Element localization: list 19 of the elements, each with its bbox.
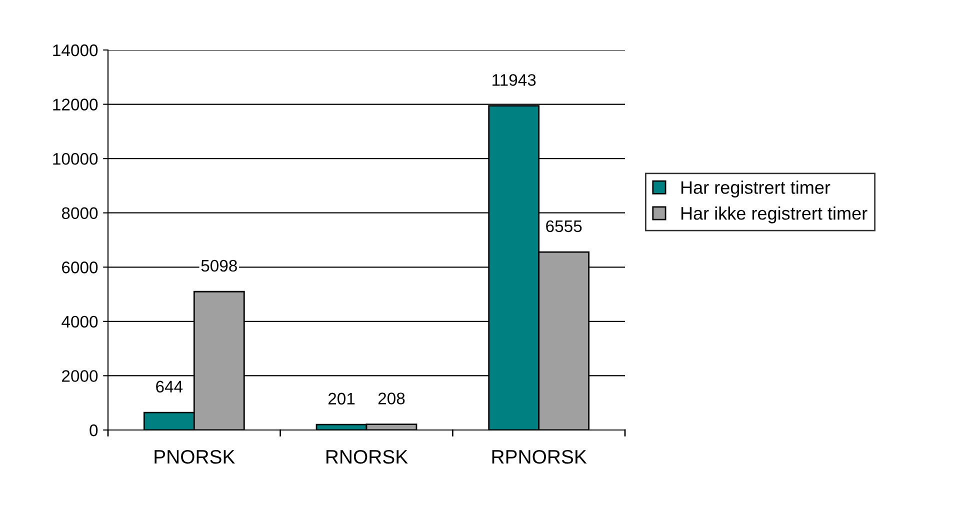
x-tick-label: RNORSK <box>326 450 408 464</box>
x-tick-label: RPNORSK <box>492 450 587 464</box>
y-tick-label: 8000 <box>62 207 98 220</box>
legend-label: Har registrert timer <box>681 180 830 198</box>
data-label: 201 <box>328 392 355 405</box>
y-tick-label: 0 <box>90 424 98 436</box>
data-label: 208 <box>378 392 405 404</box>
y-tick-label: 14000 <box>53 44 98 56</box>
data-label: 11943 <box>492 74 536 86</box>
y-tick-label: 12000 <box>53 98 98 110</box>
data-label: 5098 <box>201 260 237 272</box>
data-label: 6555 <box>546 220 582 232</box>
y-tick-label: 6000 <box>62 262 98 274</box>
y-tick-label: 10000 <box>53 152 98 165</box>
x-tick-label: PNORSK <box>154 450 236 464</box>
y-tick-label: 2000 <box>62 370 98 382</box>
y-tick-label: 4000 <box>62 316 98 328</box>
legend-label: Har ikke registrert timer <box>681 206 868 224</box>
data-label: 644 <box>156 380 183 393</box>
